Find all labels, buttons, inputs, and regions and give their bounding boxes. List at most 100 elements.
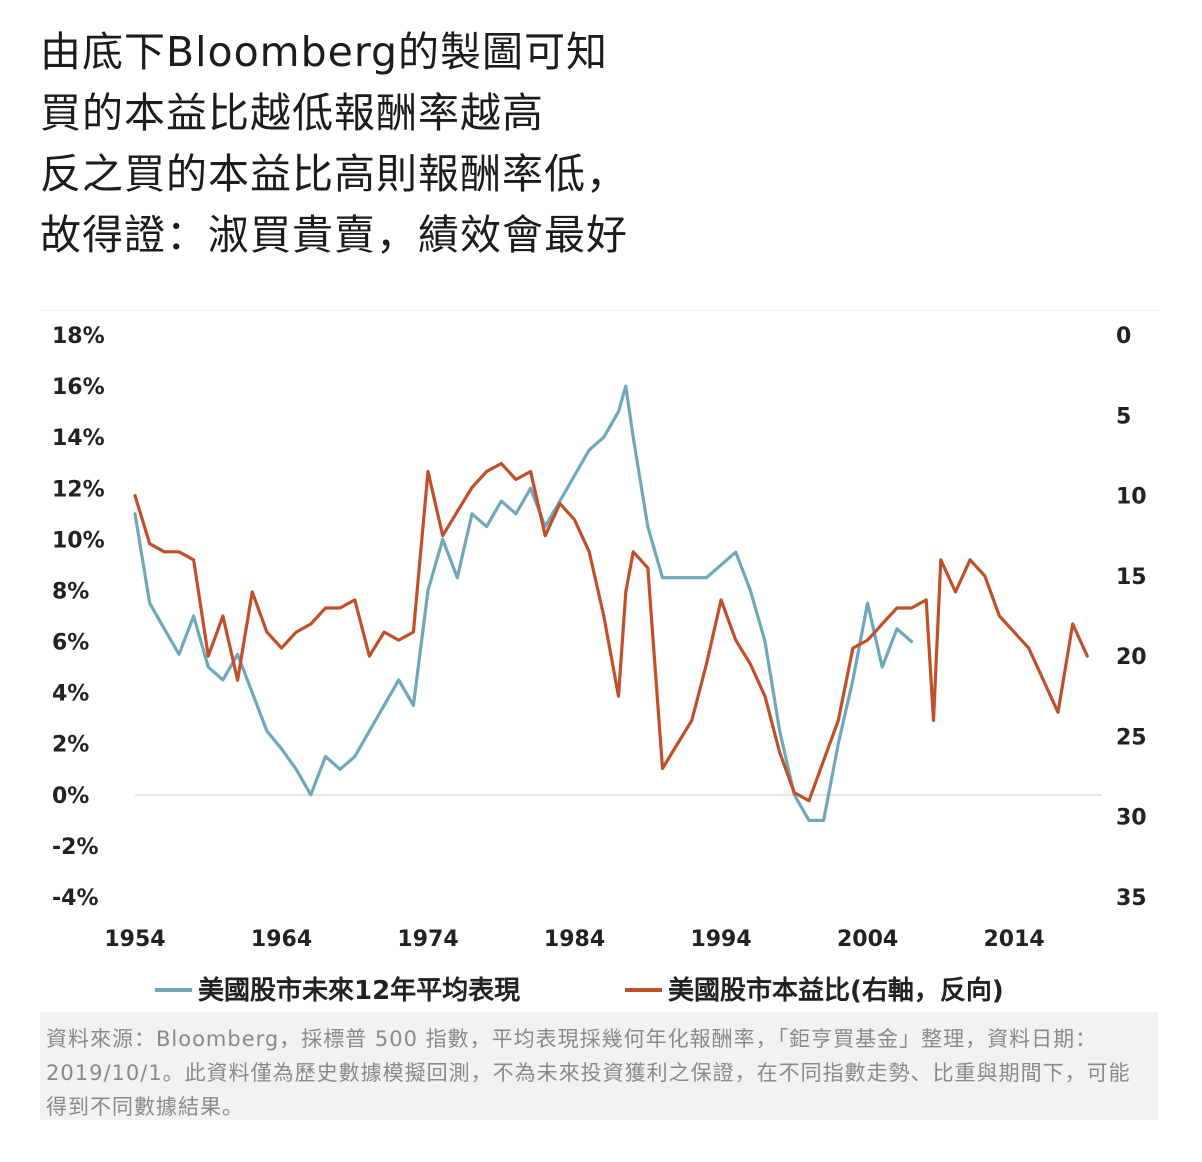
data-point: [354, 599, 356, 601]
left-tick-label: 16%: [52, 375, 105, 400]
data-point: [207, 666, 210, 668]
data-point: [625, 385, 627, 387]
data-point: [441, 538, 444, 541]
data-point: [544, 534, 546, 537]
data-point: [734, 551, 737, 553]
data-point: [984, 575, 986, 577]
data-point: [625, 591, 627, 593]
data-point: [515, 513, 517, 515]
data-point: [456, 576, 459, 579]
left-tick-label: 4%: [52, 682, 89, 707]
left-tick-label: 14%: [52, 426, 105, 451]
chart-legend: 美國股市未來12年平均表現 美國股市本益比(右軸，反向): [155, 975, 1004, 1006]
data-point: [471, 513, 473, 515]
data-point: [588, 551, 590, 553]
data-point: [412, 631, 415, 633]
data-point: [383, 704, 385, 707]
data-point: [647, 525, 649, 528]
data-point: [822, 759, 825, 762]
data-point: [676, 576, 678, 579]
data-point: [192, 615, 195, 617]
data-point: [500, 462, 503, 465]
data-point: [808, 799, 810, 802]
data-point: [236, 679, 239, 681]
data-point: [427, 589, 429, 592]
data-point: [134, 513, 136, 515]
heading-line-1: 由底下Bloomberg的製圖可知: [40, 28, 609, 76]
data-point: [222, 679, 224, 681]
data-point: [178, 653, 180, 656]
data-point: [837, 742, 840, 745]
right-tick-label: 20: [1116, 645, 1147, 670]
data-point: [998, 615, 1001, 617]
data-point: [661, 576, 664, 579]
x-tick-label: 2014: [983, 927, 1044, 952]
data-point: [852, 679, 854, 681]
data-point: [471, 486, 473, 489]
data-point: [134, 494, 136, 497]
data-point: [603, 615, 605, 617]
right-tick-label: 25: [1116, 725, 1147, 750]
right-tick-label: 35: [1116, 886, 1147, 911]
data-point: [661, 767, 664, 770]
data-point: [515, 478, 517, 481]
data-point: [881, 666, 883, 668]
data-point: [866, 602, 869, 604]
left-tick-label: 2%: [52, 733, 89, 758]
data-point: [822, 819, 825, 822]
data-point: [573, 518, 576, 521]
data-point: [368, 730, 371, 732]
data-point: [1013, 631, 1015, 633]
figure-top-border: [40, 310, 1158, 311]
data-point: [808, 819, 810, 822]
data-point: [573, 474, 576, 477]
data-point: [603, 436, 605, 438]
series-layer: [133, 384, 1089, 822]
data-point: [764, 640, 766, 643]
data-point: [588, 449, 590, 451]
data-point: [1057, 711, 1059, 714]
data-point: [163, 628, 166, 630]
data-point: [412, 704, 415, 707]
data-point: [192, 559, 195, 561]
data-point: [734, 639, 737, 641]
data-point: [932, 719, 935, 722]
data-point: [456, 510, 459, 513]
data-point: [266, 631, 268, 633]
data-point: [749, 663, 752, 665]
data-point: [940, 559, 942, 561]
x-tick-label: 1954: [104, 927, 165, 952]
data-point: [485, 470, 488, 473]
data-point: [617, 695, 620, 698]
data-point: [280, 748, 283, 750]
data-point: [1042, 679, 1045, 681]
x-tick-label: 2004: [837, 927, 898, 952]
chart-figure: 18% 16% 14% 12% 10% 8% 6% 4% 2% 0% -2% -4% 0 5 10 15 20…: [40, 310, 1158, 1122]
data-point: [500, 500, 503, 502]
data-point: [1027, 647, 1030, 649]
data-point: [295, 768, 297, 771]
data-point: [251, 691, 253, 694]
data-point: [368, 655, 371, 657]
data-point: [676, 743, 678, 746]
data-point: [691, 719, 693, 722]
left-tick-label: 18%: [52, 324, 105, 349]
data-point: [397, 639, 400, 641]
data-point: [749, 589, 752, 592]
data-point: [441, 534, 444, 537]
data-point: [397, 679, 400, 681]
right-tick-label: 0: [1116, 324, 1131, 349]
data-point: [324, 607, 327, 609]
data-point: [310, 794, 312, 796]
left-tick-label: 8%: [52, 579, 89, 604]
data-point: [324, 755, 327, 758]
data-point: [529, 487, 532, 490]
data-point: [1071, 623, 1074, 625]
data-point: [354, 755, 356, 758]
data-point: [280, 647, 283, 649]
data-point: [251, 591, 253, 593]
data-point: [705, 576, 708, 579]
data-point: [720, 599, 722, 601]
data-point: [529, 470, 532, 473]
x-tick-label: 1994: [690, 927, 751, 952]
